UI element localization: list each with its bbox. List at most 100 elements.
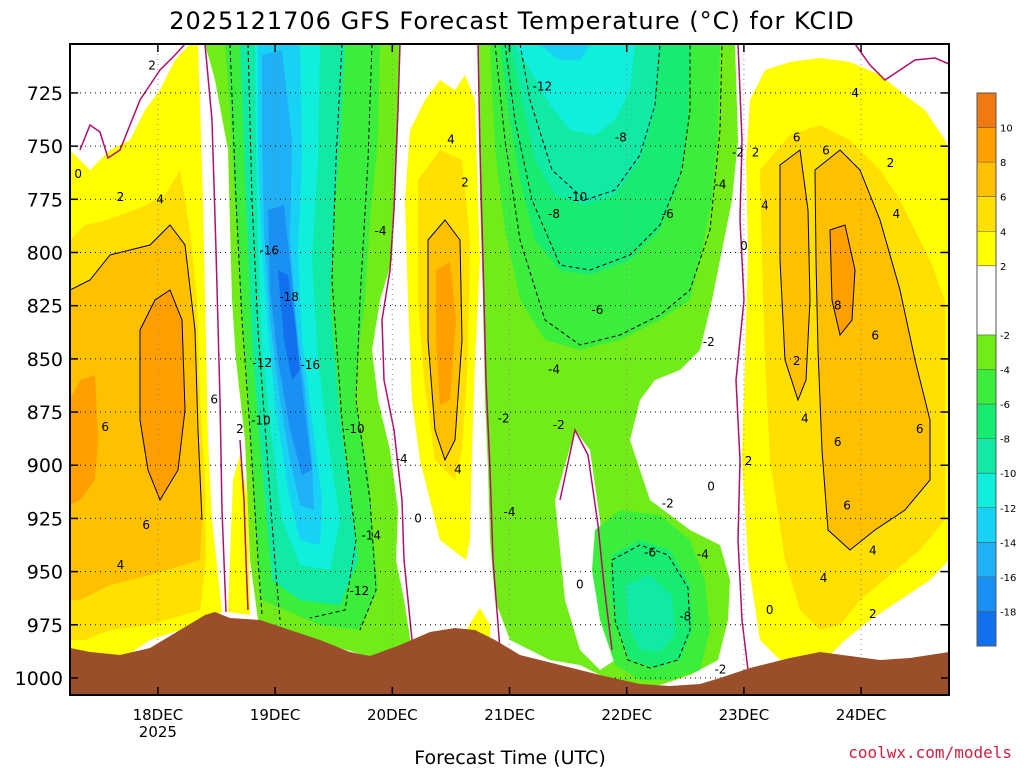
contour-label: 2 — [117, 190, 125, 204]
contour-label: -12 — [350, 584, 370, 598]
y-tick-label: 800 — [27, 242, 63, 264]
colorbar-swatch — [977, 93, 996, 128]
y-tick-label: 875 — [27, 402, 63, 424]
isotherm-cold-a — [229, 44, 263, 616]
colorbar-label: 8 — [1000, 158, 1006, 169]
colorbar-label: -4 — [1000, 366, 1010, 377]
isotherm-warm-late-3 — [829, 224, 856, 337]
contour-label: 8 — [834, 299, 842, 313]
contour-label: 6 — [843, 499, 851, 513]
contour-label: -18 — [279, 290, 299, 304]
fill-cold2-cyan — [515, 44, 635, 135]
y-tick-label: 900 — [27, 455, 63, 477]
fill-warm-early-core2 — [140, 290, 185, 500]
colorbar-swatch — [977, 438, 996, 474]
y-tick-label: 725 — [27, 83, 63, 105]
contour-label: 0 — [74, 167, 82, 181]
contour-label: -2 — [732, 146, 744, 160]
contour-label: 4 — [447, 133, 455, 147]
freezing-line-gap — [559, 427, 613, 651]
isotherm-cold2-b — [504, 44, 691, 271]
colorbar-label: -8 — [1000, 435, 1010, 446]
fill-cold2-sky — [538, 44, 590, 60]
isotherm-cold2-c — [519, 44, 661, 201]
isotherm-cold-c — [309, 44, 357, 619]
x-tick-label: 24DEC — [836, 706, 887, 724]
fill-late-orange — [780, 150, 810, 400]
terrain-ground — [70, 612, 949, 695]
colorbar-label: -6 — [1000, 400, 1010, 411]
contour-label: 6 — [142, 518, 150, 532]
contour-label: -10 — [345, 422, 365, 436]
contour-label: -16 — [300, 358, 320, 372]
contour-label: 6 — [793, 131, 801, 145]
isotherm-cold2-low — [611, 544, 691, 669]
x-tick-sublabel: 2025 — [139, 723, 177, 741]
contour-label: 2 — [752, 146, 760, 160]
y-tick-label: 750 — [27, 136, 63, 158]
contour-label: -12 — [533, 80, 553, 94]
contour-label: 4 — [454, 462, 462, 476]
colorbar-swatch — [977, 162, 996, 197]
colorbar-swatch — [977, 507, 996, 543]
colorbar-swatch — [977, 576, 996, 612]
freezing-line-early-3 — [239, 439, 249, 611]
plot-area: 2 0 2 4 6 6 6 4 2 -16 -18 -12 -16 -10 -10 -14 -12 -4 -4 0 4 2… — [70, 44, 949, 695]
colorbar-swatch — [977, 369, 996, 405]
contour-label: 0 — [576, 577, 584, 591]
contour-label: 6 — [871, 328, 879, 342]
contour-label: 2 — [461, 175, 469, 189]
contour-label: 4 — [820, 571, 828, 585]
freezing-line-early-2 — [204, 44, 227, 613]
contour-label: 6 — [101, 420, 109, 434]
y-tick-label: 850 — [27, 349, 63, 371]
x-tick-label: 22DEC — [601, 706, 652, 724]
freezing-line-early — [79, 44, 186, 160]
x-axis-title: Forecast Time (UTC) — [414, 747, 605, 768]
colorbar-label: -16 — [1000, 573, 1016, 584]
colorbar-swatch — [977, 196, 996, 232]
contour-label: 4 — [801, 411, 809, 425]
colorbar-label: 10 — [1000, 124, 1013, 135]
contour-label: 4 — [869, 543, 877, 557]
contour-label: -6 — [644, 545, 656, 559]
fill-cold2-low-aqua — [625, 575, 675, 652]
contour-label: -4 — [504, 505, 516, 519]
y-tick-label: 950 — [27, 562, 63, 584]
gridlines — [70, 44, 949, 695]
contour-label: 6 — [822, 143, 830, 157]
contour-label: 0 — [707, 480, 715, 494]
contour-label: -2 — [553, 418, 565, 432]
contour-label: -6 — [662, 207, 674, 221]
isotherm-warm-late — [779, 149, 811, 402]
contour-label: -2 — [498, 411, 510, 425]
x-tick-label: 23DEC — [719, 706, 770, 724]
contour-label: 2 — [745, 454, 753, 468]
x-tick-label: 18DEC — [133, 706, 184, 724]
fill-cold-core — [278, 270, 300, 380]
y-tick-label: 775 — [27, 189, 63, 211]
contour-label: 0 — [740, 239, 748, 253]
contour-label: -10 — [568, 190, 588, 204]
colorbar-label: -10 — [1000, 469, 1016, 480]
contour-label: 4 — [761, 199, 769, 213]
isotherm-cold2-a — [494, 44, 723, 346]
x-tick-label: 20DEC — [367, 706, 418, 724]
contour-label: 0 — [414, 511, 422, 525]
freezing-line-mid-left — [381, 44, 413, 641]
contour-label: 2 — [887, 156, 895, 170]
isotherm-warm-mid — [427, 219, 463, 462]
colorbar-label: -18 — [1000, 607, 1016, 618]
colorbar-swatch — [977, 473, 996, 508]
contour-label: 4 — [117, 558, 125, 572]
fill-mid-deep — [436, 262, 456, 405]
contour-label: -14 — [361, 528, 381, 542]
contour-label: -6 — [591, 303, 603, 317]
contour-label: -2 — [714, 662, 726, 676]
colorbar-label: -12 — [1000, 504, 1016, 515]
contour-label: 2 — [236, 422, 244, 436]
fill-late-deep — [830, 225, 855, 335]
isotherm-warm-late-2 — [814, 149, 931, 551]
